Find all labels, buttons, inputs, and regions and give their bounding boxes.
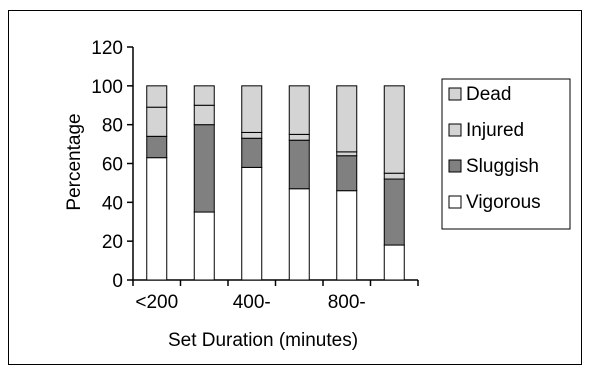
y-tick-label: 100 [91, 77, 123, 98]
bar-segment-vigorous [336, 190, 358, 281]
y-tick-label: 20 [102, 232, 123, 253]
y-tick-label: 0 [112, 271, 123, 292]
bar-segment-sluggish [336, 155, 358, 192]
bar-segment-dead [146, 85, 168, 108]
bar-segment-vigorous [193, 211, 215, 281]
legend-swatch-dead [448, 87, 462, 101]
legend-label-sluggish: Sluggish [466, 156, 539, 177]
bar-segment-injured [241, 131, 263, 139]
y-tick-label: 40 [102, 193, 123, 214]
bars [146, 85, 405, 281]
bar-segment-injured [336, 151, 358, 157]
x-axis: <200 400- 800- [132, 279, 419, 313]
bar-segment-dead [241, 85, 263, 133]
y-axis: 0 20 40 60 80 100 120 [91, 38, 134, 292]
x-tick-label: <200 [135, 292, 178, 313]
legend-swatch-injured [448, 123, 462, 137]
bar-segment-sluggish [146, 135, 168, 159]
y-axis-title: Percentage [64, 113, 85, 210]
bar-segment-injured [146, 106, 168, 137]
legend-label-dead: Dead [466, 84, 511, 105]
bar-segment-vigorous [383, 244, 405, 281]
bar-segment-injured [383, 172, 405, 180]
x-tick-label: 400- [233, 292, 271, 313]
legend-label-vigorous: Vigorous [466, 192, 541, 213]
bar-segment-sluggish [193, 124, 215, 213]
bar-segment-dead [193, 85, 215, 106]
bar-segment-vigorous [146, 157, 168, 281]
bar-segment-sluggish [383, 178, 405, 246]
y-tick-label: 80 [102, 116, 123, 137]
x-tick-label: 800- [328, 292, 366, 313]
legend-box [441, 78, 571, 230]
bar-segment-vigorous [288, 188, 310, 281]
bar-segment-dead [288, 85, 310, 135]
legend: Dead Injured Sluggish Vigorous [441, 78, 571, 230]
bar-segment-injured [288, 133, 310, 141]
legend-label-injured: Injured [466, 120, 524, 141]
legend-swatch-sluggish [448, 159, 462, 173]
bar-segment-dead [336, 85, 358, 153]
bar-segment-vigorous [241, 166, 263, 281]
bar-segment-injured [193, 104, 215, 126]
y-tick-label: 120 [91, 38, 123, 59]
x-axis-title: Set Duration (minutes) [168, 330, 358, 351]
y-tick-label: 60 [102, 155, 123, 176]
bar-segment-sluggish [288, 139, 310, 190]
bar-segment-sluggish [241, 137, 263, 168]
bar-segment-dead [383, 85, 405, 174]
legend-swatch-vigorous [448, 195, 462, 209]
